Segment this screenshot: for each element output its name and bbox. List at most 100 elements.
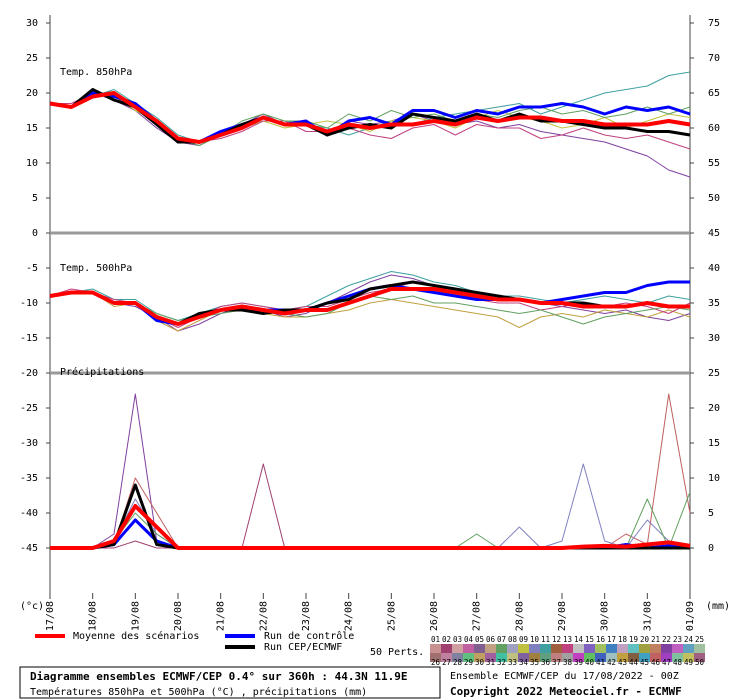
member-label: 23 [673, 635, 682, 644]
y-tick-label: 30 [26, 18, 38, 29]
member-swatch [529, 644, 540, 653]
member-label: 32 [497, 658, 506, 667]
y2-tick-label: 0 [708, 543, 714, 554]
y-tick-label: -10 [20, 298, 38, 309]
member-label: 31 [486, 658, 495, 667]
x-tick-label: 01/09 [685, 601, 696, 631]
y-tick-label: -30 [20, 438, 38, 449]
member-swatch [485, 653, 496, 662]
y2-tick-label: 15 [708, 438, 720, 449]
member-swatch [507, 644, 518, 653]
member-swatch [595, 653, 606, 662]
y2-tick-label: 65 [708, 88, 720, 99]
member-label: 37 [552, 658, 561, 667]
member-swatch [496, 644, 507, 653]
member-label: 24 [684, 635, 694, 644]
y2-tick-label: 25 [708, 368, 720, 379]
member-swatch [650, 653, 661, 662]
y2-tick-label: 5 [708, 508, 714, 519]
series-line [50, 393, 690, 549]
legend-label: Run CEP/ECMWF [264, 642, 342, 653]
member-swatch [441, 653, 452, 662]
member-swatch [672, 653, 683, 662]
member-label: 01 [431, 635, 440, 644]
y-tick-label: -5 [26, 263, 38, 274]
member-label: 44 [629, 658, 639, 667]
member-label: 35 [530, 658, 539, 667]
member-label: 47 [662, 658, 671, 667]
member-swatch [463, 653, 474, 662]
member-label: 29 [464, 658, 473, 667]
member-label: 38 [563, 658, 573, 667]
y2-tick-label: 55 [708, 158, 720, 169]
y2-tick-label: 40 [708, 263, 720, 274]
y-unit: (°c) [20, 601, 44, 612]
member-swatch [562, 653, 573, 662]
x-tick-label: 20/08 [173, 601, 184, 631]
member-swatch [683, 653, 694, 662]
y-tick-label: -40 [20, 508, 38, 519]
member-label: 43 [618, 658, 627, 667]
series-line [49, 91, 691, 144]
member-label: 02 [442, 635, 451, 644]
member-swatch [617, 644, 628, 653]
member-swatch [683, 644, 694, 653]
member-swatch [507, 653, 518, 662]
y-tick-label: -15 [20, 333, 38, 344]
member-swatch [628, 644, 639, 653]
member-label: 18 [618, 635, 628, 644]
member-swatch [573, 644, 584, 653]
panel-label: Précipitations [60, 366, 144, 378]
member-label: 11 [541, 635, 550, 644]
member-swatch [452, 644, 463, 653]
member-swatch [551, 653, 562, 662]
member-swatch [518, 653, 529, 662]
series-line [50, 504, 691, 550]
footer-title: Diagramme ensembles ECMWF/CEP 0.4° sur 3… [30, 670, 408, 683]
members-label: 50 Perts. [370, 647, 424, 658]
member-label: 45 [640, 658, 649, 667]
x-tick-label: 18/08 [88, 601, 99, 631]
member-label: 12 [552, 635, 561, 644]
member-swatch [452, 653, 463, 662]
y-tick-label: 25 [26, 53, 38, 64]
x-tick-label: 21/08 [216, 601, 227, 631]
member-label: 13 [563, 635, 572, 644]
y-tick-label: 0 [32, 228, 38, 239]
y2-tick-label: 30 [708, 333, 720, 344]
member-swatch [584, 653, 595, 662]
member-label: 41 [596, 658, 605, 667]
y-tick-label: 10 [26, 158, 38, 169]
member-label: 17 [607, 635, 616, 644]
y-tick-label: -20 [20, 368, 38, 379]
member-swatch [606, 644, 617, 653]
member-label: 10 [530, 635, 540, 644]
member-label: 48 [673, 658, 683, 667]
series-line [50, 491, 691, 549]
y2-tick-label: 70 [708, 53, 720, 64]
member-swatch [661, 653, 672, 662]
member-label: 14 [574, 635, 584, 644]
member-label: 26 [431, 658, 441, 667]
member-label: 22 [662, 635, 671, 644]
member-label: 27 [442, 658, 451, 667]
y2-tick-label: 45 [708, 228, 720, 239]
series-line [49, 88, 691, 144]
member-label: 25 [695, 635, 704, 644]
y-tick-label: 20 [26, 88, 38, 99]
member-label: 04 [464, 635, 474, 644]
series-line [50, 463, 690, 549]
member-swatch [474, 653, 485, 662]
x-tick-label: 31/08 [642, 601, 653, 631]
member-swatch [606, 653, 617, 662]
x-tick-label: 29/08 [557, 601, 568, 631]
member-label: 34 [519, 658, 529, 667]
member-label: 36 [541, 658, 551, 667]
member-swatch [551, 644, 562, 653]
member-label: 19 [629, 635, 638, 644]
member-swatch [661, 644, 672, 653]
y-tick-label: -25 [20, 403, 38, 414]
member-label: 08 [508, 635, 518, 644]
member-swatch [639, 644, 650, 653]
